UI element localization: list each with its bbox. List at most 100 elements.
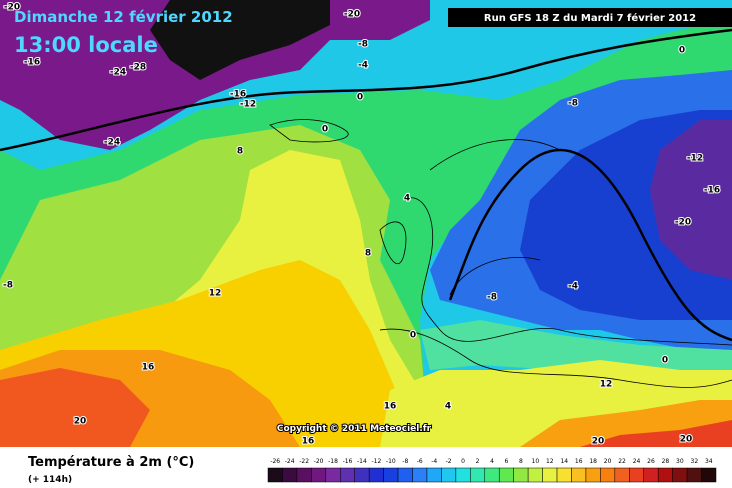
legend-swatch xyxy=(701,467,717,483)
contour-label: 20 xyxy=(74,417,87,427)
legend-tick-label: 4 xyxy=(490,458,494,465)
legend-swatch xyxy=(412,467,428,483)
legend-swatch xyxy=(354,467,370,483)
forecast-time: 13:00 locale xyxy=(14,33,158,57)
red-zone xyxy=(0,368,150,447)
contour-label: 12 xyxy=(600,380,613,390)
legend-swatch xyxy=(426,467,442,483)
legend-tick-label: 0 xyxy=(461,458,465,465)
legend-swatch xyxy=(267,467,283,483)
contour-label: 8 xyxy=(237,147,243,157)
contour-label: -16 xyxy=(230,90,246,100)
legend-tick-label: 2 xyxy=(476,458,480,465)
parameter-title: Température à 2m (°C) xyxy=(28,455,194,470)
contour-label: 16 xyxy=(384,402,397,412)
contour-label: -20 xyxy=(675,218,691,228)
coastline xyxy=(269,119,732,388)
contour-label: -8 xyxy=(487,293,497,303)
legend-tick-label: 34 xyxy=(705,458,713,465)
legend-tick-label: 10 xyxy=(532,458,540,465)
legend-swatch xyxy=(455,467,471,483)
contour-label: -20 xyxy=(4,3,20,13)
legend-swatch xyxy=(311,467,327,483)
cold-zone xyxy=(0,0,430,150)
legend-tick-label: 20 xyxy=(604,458,612,465)
east-purple xyxy=(650,120,732,280)
contour-label: 0 xyxy=(322,125,328,135)
legend-tick-label: 6 xyxy=(505,458,509,465)
legend-tick-label: -16 xyxy=(343,458,353,465)
legend-tick-label: -6 xyxy=(417,458,423,465)
legend-tick-label: -14 xyxy=(357,458,367,465)
legend-swatch xyxy=(657,467,673,483)
legend-swatch xyxy=(571,467,587,483)
forecast-date: Dimanche 12 février 2012 xyxy=(14,8,233,26)
lead-time: (+ 114h) xyxy=(28,475,72,485)
legend-tick-label: -22 xyxy=(299,458,309,465)
contour-label: -24 xyxy=(104,138,120,148)
legend-swatch xyxy=(383,467,399,483)
legend-tick-label: 18 xyxy=(589,458,597,465)
legend-tick-label: 8 xyxy=(519,458,523,465)
run-box xyxy=(448,8,732,27)
legend-tick-label: -26 xyxy=(270,458,280,465)
contour-label: -8 xyxy=(3,281,13,291)
contour-label: 16 xyxy=(142,363,155,373)
legend-swatch xyxy=(340,467,355,483)
legend-swatch xyxy=(600,467,616,483)
legend-swatch xyxy=(498,467,514,483)
legend-swatch xyxy=(484,467,500,483)
legend-swatch xyxy=(614,467,630,483)
legend-swatch xyxy=(556,467,572,483)
legend-tick-label: 22 xyxy=(618,458,626,465)
legend-swatch xyxy=(527,467,543,483)
legend-swatch xyxy=(296,467,312,483)
med-green xyxy=(420,320,732,380)
legend-tick-label: -12 xyxy=(371,458,381,465)
legend-tick-label: -2 xyxy=(446,458,452,465)
contour-label: -12 xyxy=(240,100,256,110)
contour-label: -8 xyxy=(568,99,578,109)
legend-swatch xyxy=(441,467,457,483)
legend-swatch xyxy=(672,467,688,483)
africa-red xyxy=(580,420,732,447)
legend-swatch xyxy=(542,467,558,483)
contour-label: 0 xyxy=(357,93,363,103)
contour-label: 8 xyxy=(365,249,371,259)
contour-label: 0 xyxy=(410,331,416,341)
contour-label: -16 xyxy=(24,58,40,68)
legend-tick-label: 16 xyxy=(575,458,583,465)
legend-tick-label: 12 xyxy=(546,458,554,465)
contour-label: -4 xyxy=(568,282,578,292)
legend-swatch xyxy=(470,467,486,483)
contour-label: -28 xyxy=(130,63,146,73)
zero-isotherm xyxy=(0,28,732,152)
contour-label: 20 xyxy=(680,435,693,445)
legend-tick-label: 32 xyxy=(691,458,699,465)
legend-swatch xyxy=(629,467,644,483)
legend-tick-label: -8 xyxy=(402,458,408,465)
contour-label: 0 xyxy=(662,356,668,366)
contour-label: -24 xyxy=(110,68,126,78)
run-info: Run GFS 18 Z du Mardi 7 février 2012 xyxy=(484,12,696,24)
contour-label: -16 xyxy=(704,186,720,196)
contour-label: -4 xyxy=(358,61,368,71)
legend-tick-label: 30 xyxy=(676,458,684,465)
contour-label: 4 xyxy=(404,194,410,204)
contour-label: 16 xyxy=(302,437,315,447)
contour-label: 20 xyxy=(592,437,605,447)
legend-tick-label: -4 xyxy=(431,458,437,465)
legend-swatch xyxy=(686,467,702,483)
legend-swatch xyxy=(282,467,298,483)
legend-swatch xyxy=(513,467,529,483)
legend-tick-label: -24 xyxy=(285,458,295,465)
legend-tick-label: -20 xyxy=(314,458,324,465)
contour-label: -8 xyxy=(358,40,368,50)
legend-tick-label: -18 xyxy=(328,458,338,465)
legend-tick-label: 26 xyxy=(647,458,655,465)
copyright: Copyright © 2011 Meteociel.fr xyxy=(277,424,432,434)
contour-label: 4 xyxy=(445,402,451,412)
contour-label: -12 xyxy=(687,154,703,164)
